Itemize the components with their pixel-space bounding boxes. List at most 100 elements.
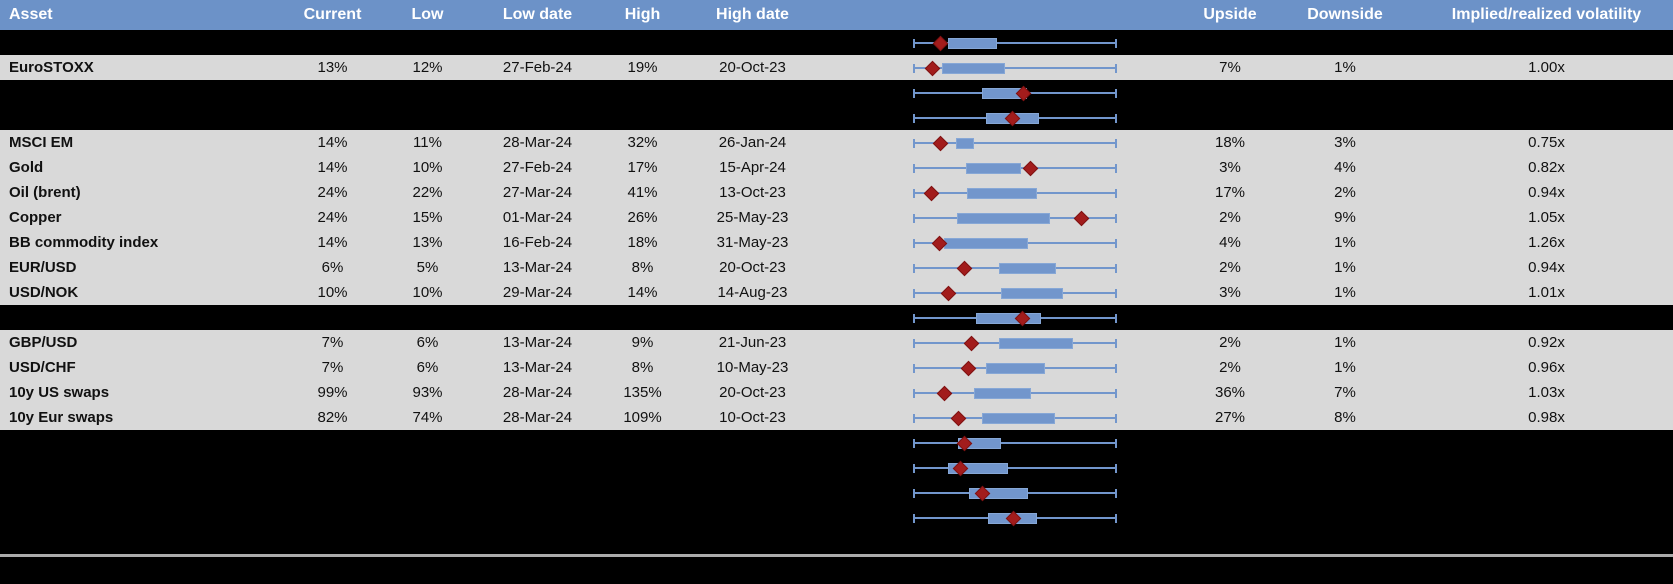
current-cell[interactable]: 14% — [317, 159, 348, 176]
high-date-cell[interactable]: 20-Oct-23 — [719, 384, 786, 401]
asset-cell[interactable]: BB commodity index — [9, 234, 159, 251]
high-date-cell[interactable]: 26-Jan-24 — [718, 134, 787, 151]
asset-cell[interactable]: USD/CHF — [9, 359, 76, 376]
asset-cell[interactable]: Oil (brent) — [9, 184, 81, 201]
iv-rv-cell[interactable]: 0.96x — [1528, 359, 1565, 376]
iv-rv-cell[interactable]: 0.94x — [1528, 184, 1565, 201]
iv-rv-cell[interactable]: 1.05x — [1528, 209, 1565, 226]
high-date-cell[interactable]: 15-Apr-24 — [719, 159, 786, 176]
iv-rv-cell[interactable]: 0.98x — [1528, 409, 1565, 426]
low-date-cell[interactable]: 13-Mar-24 — [502, 359, 573, 376]
downside-cell[interactable]: 1% — [1334, 284, 1356, 301]
low-cell[interactable]: 10% — [412, 159, 443, 176]
low-date-cell[interactable]: 27-Mar-24 — [502, 184, 573, 201]
iv-rv-cell[interactable]: 0.75x — [1528, 134, 1565, 151]
low-cell[interactable]: 13% — [412, 234, 443, 251]
low-date-cell[interactable]: 29-Mar-24 — [502, 284, 573, 301]
high-date-cell[interactable]: 10-May-23 — [716, 359, 789, 376]
asset-cell[interactable]: EuroSTOXX — [9, 59, 94, 76]
iv-rv-cell[interactable]: 1.26x — [1528, 234, 1565, 251]
high-cell[interactable]: 41% — [627, 184, 658, 201]
header-cell-iv_rv[interactable]: Implied/realized volatility — [1451, 6, 1642, 23]
header-cell-low_date[interactable]: Low date — [502, 6, 573, 23]
high-cell[interactable]: 14% — [627, 284, 658, 301]
downside-cell[interactable]: 7% — [1334, 384, 1356, 401]
low-date-cell[interactable]: 01-Mar-24 — [502, 209, 573, 226]
upside-cell[interactable]: 2% — [1219, 259, 1241, 276]
downside-cell[interactable]: 9% — [1334, 209, 1356, 226]
low-cell[interactable]: 93% — [412, 384, 443, 401]
low-date-cell[interactable]: 27-Feb-24 — [502, 59, 573, 76]
iv-rv-cell[interactable]: 0.92x — [1528, 334, 1565, 351]
downside-cell[interactable]: 8% — [1334, 409, 1356, 426]
high-cell[interactable]: 17% — [627, 159, 658, 176]
low-date-cell[interactable]: 13-Mar-24 — [502, 334, 573, 351]
upside-cell[interactable]: 36% — [1214, 384, 1246, 401]
current-cell[interactable]: 7% — [321, 359, 344, 376]
low-date-cell[interactable]: 13-Mar-24 — [502, 259, 573, 276]
low-date-cell[interactable]: 27-Feb-24 — [502, 159, 573, 176]
low-date-cell[interactable]: 16-Feb-24 — [502, 234, 573, 251]
current-cell[interactable]: 13% — [317, 59, 348, 76]
high-date-cell[interactable]: 14-Aug-23 — [717, 284, 788, 301]
header-cell-high_date[interactable]: High date — [716, 6, 789, 23]
low-date-cell[interactable]: 28-Mar-24 — [502, 384, 573, 401]
iv-rv-cell[interactable]: 1.01x — [1528, 284, 1565, 301]
iv-rv-cell[interactable]: 0.82x — [1528, 159, 1565, 176]
low-cell[interactable]: 15% — [412, 209, 443, 226]
iv-rv-cell[interactable]: 0.94x — [1528, 259, 1565, 276]
current-cell[interactable]: 6% — [321, 259, 344, 276]
low-cell[interactable]: 5% — [416, 259, 439, 276]
high-cell[interactable]: 9% — [631, 334, 654, 351]
asset-cell[interactable]: 10y Eur swaps — [9, 409, 114, 426]
high-date-cell[interactable]: 25-May-23 — [716, 209, 789, 226]
low-cell[interactable]: 12% — [412, 59, 443, 76]
current-cell[interactable]: 7% — [321, 334, 344, 351]
high-cell[interactable]: 26% — [627, 209, 658, 226]
upside-cell[interactable]: 4% — [1219, 234, 1241, 251]
high-cell[interactable]: 8% — [631, 359, 654, 376]
upside-cell[interactable]: 27% — [1214, 409, 1246, 426]
high-date-cell[interactable]: 31-May-23 — [716, 234, 789, 251]
downside-cell[interactable]: 2% — [1334, 184, 1356, 201]
upside-cell[interactable]: 2% — [1219, 209, 1241, 226]
header-cell-downside[interactable]: Downside — [1307, 6, 1383, 23]
header-cell-upside[interactable]: Upside — [1203, 6, 1257, 23]
downside-cell[interactable]: 4% — [1334, 159, 1356, 176]
upside-cell[interactable]: 7% — [1219, 59, 1241, 76]
asset-cell[interactable]: USD/NOK — [9, 284, 79, 301]
low-cell[interactable]: 22% — [412, 184, 443, 201]
upside-cell[interactable]: 17% — [1214, 184, 1246, 201]
low-cell[interactable]: 6% — [416, 359, 439, 376]
high-date-cell[interactable]: 10-Oct-23 — [719, 409, 786, 426]
high-date-cell[interactable]: 20-Oct-23 — [719, 59, 786, 76]
current-cell[interactable]: 10% — [317, 284, 348, 301]
high-date-cell[interactable]: 13-Oct-23 — [719, 184, 786, 201]
header-cell-current[interactable]: Current — [303, 6, 362, 23]
upside-cell[interactable]: 3% — [1219, 284, 1241, 301]
asset-cell[interactable]: GBP/USD — [9, 334, 78, 351]
high-cell[interactable]: 135% — [623, 384, 662, 401]
low-date-cell[interactable]: 28-Mar-24 — [502, 409, 573, 426]
downside-cell[interactable]: 1% — [1334, 234, 1356, 251]
low-cell[interactable]: 74% — [412, 409, 443, 426]
iv-rv-cell[interactable]: 1.03x — [1528, 384, 1565, 401]
downside-cell[interactable]: 1% — [1334, 259, 1356, 276]
high-cell[interactable]: 18% — [627, 234, 658, 251]
high-cell[interactable]: 32% — [627, 134, 658, 151]
current-cell[interactable]: 14% — [317, 234, 348, 251]
header-cell-asset[interactable]: Asset — [9, 6, 53, 23]
header-cell-low[interactable]: Low — [411, 6, 444, 23]
upside-cell[interactable]: 18% — [1214, 134, 1246, 151]
downside-cell[interactable]: 1% — [1334, 59, 1356, 76]
low-date-cell[interactable]: 28-Mar-24 — [502, 134, 573, 151]
current-cell[interactable]: 24% — [317, 184, 348, 201]
high-date-cell[interactable]: 21-Jun-23 — [718, 334, 787, 351]
current-cell[interactable]: 82% — [317, 409, 348, 426]
low-cell[interactable]: 11% — [413, 134, 442, 151]
downside-cell[interactable]: 3% — [1334, 134, 1356, 151]
header-cell-high[interactable]: High — [624, 6, 661, 23]
asset-cell[interactable]: EUR/USD — [9, 259, 77, 276]
upside-cell[interactable]: 2% — [1219, 334, 1241, 351]
asset-cell[interactable]: 10y US swaps — [9, 384, 110, 401]
